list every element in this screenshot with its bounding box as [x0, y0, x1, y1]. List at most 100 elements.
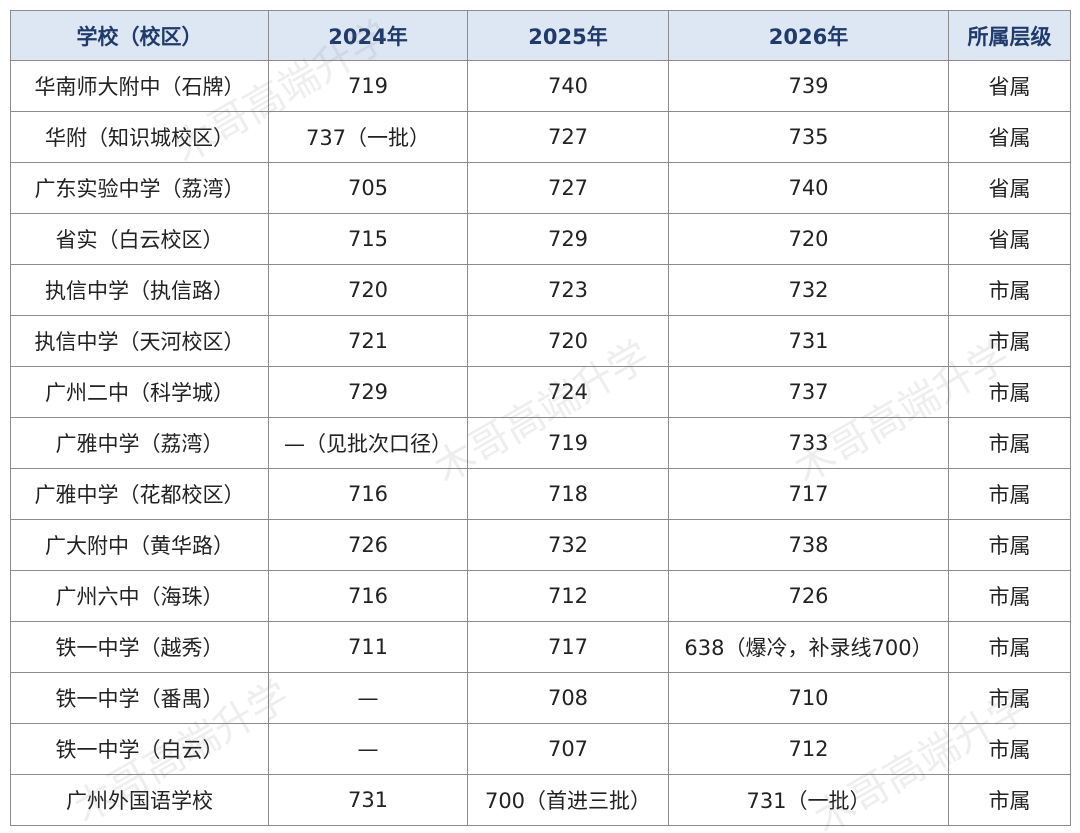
table-row: 广州二中（科学城） 729 724 737 市属: [10, 366, 1071, 418]
table-row: 执信中学（天河校区） 721 720 731 市属: [10, 315, 1071, 367]
table-row: 执信中学（执信路） 720 723 732 市属: [10, 264, 1071, 316]
table-cell: 732: [668, 264, 949, 316]
table-row: 广州外国语学校 731 700（首进三批） 731（一批） 市属: [10, 774, 1071, 826]
table-cell: 739: [668, 60, 949, 112]
header-cell: 学校（校区）: [10, 10, 269, 61]
table-cell: 719: [268, 60, 468, 112]
table-cell: 731: [268, 774, 468, 826]
table-cell: 721: [268, 315, 468, 367]
table-cell: 720: [268, 264, 468, 316]
table-cell: 719: [467, 417, 669, 469]
table-cell: 省实（白云校区）: [10, 213, 269, 265]
table-cell: 731: [668, 315, 949, 367]
table-cell: 铁一中学（越秀）: [10, 621, 269, 673]
table-cell: 723: [467, 264, 669, 316]
table-cell: 718: [467, 468, 669, 520]
header-cell: 所属层级: [948, 10, 1071, 61]
table-cell: 727: [467, 111, 669, 163]
table-cell: 740: [467, 60, 669, 112]
table-cell: 省属: [948, 213, 1071, 265]
table-row: 华附（知识城校区） 737（一批） 727 735 省属: [10, 111, 1071, 163]
table-cell: 市属: [948, 264, 1071, 316]
table-cell: 726: [668, 570, 949, 622]
table-cell: 执信中学（执信路）: [10, 264, 269, 316]
table-cell: 726: [268, 519, 468, 571]
table-cell: 716: [268, 570, 468, 622]
table-cell: 729: [467, 213, 669, 265]
table-cell: 737: [668, 366, 949, 418]
table-cell: 市属: [948, 417, 1071, 469]
header-cell: 2025年: [467, 10, 669, 61]
table-row: 广大附中（黄华路） 726 732 738 市属: [10, 519, 1071, 571]
table-row: 铁一中学（白云） —707 712 市属: [10, 723, 1071, 775]
table-cell: 广州外国语学校: [10, 774, 269, 826]
table-row: 铁一中学（越秀） 711 717 638（爆冷，补录线700） 市属: [10, 621, 1071, 673]
table-cell: 717: [467, 621, 669, 673]
table-cell: 731（一批）: [668, 774, 949, 826]
table-cell: 707: [467, 723, 669, 775]
table-cell: —（见批次口径）: [268, 417, 468, 469]
table-cell: 733: [668, 417, 949, 469]
table-cell: 712: [467, 570, 669, 622]
table-cell: 710: [668, 672, 949, 724]
table-cell: 727: [467, 162, 669, 214]
table-cell: 广大附中（黄华路）: [10, 519, 269, 571]
table-cell: 732: [467, 519, 669, 571]
table-row: 广东实验中学（荔湾） 705 727 740 省属: [10, 162, 1071, 214]
table-cell: 737（一批）: [268, 111, 468, 163]
table-cell: 市属: [948, 468, 1071, 520]
table-cell: 市属: [948, 672, 1071, 724]
table-cell: 708: [467, 672, 669, 724]
table-cell: 720: [668, 213, 949, 265]
table-cell: 720: [467, 315, 669, 367]
header-row: 学校（校区） 2024年 2025年 2026年 所属层级: [10, 10, 1071, 61]
table-cell: 716: [268, 468, 468, 520]
table-cell: 705: [268, 162, 468, 214]
table-cell: 712: [668, 723, 949, 775]
header-cell: 2026年: [668, 10, 949, 61]
table-cell: 广雅中学（荔湾）: [10, 417, 269, 469]
table-cell: 华附（知识城校区）: [10, 111, 269, 163]
table-cell: 740: [668, 162, 949, 214]
table-cell: 735: [668, 111, 949, 163]
table-cell: —: [268, 723, 468, 775]
table-row: 广雅中学（花都校区） 716 718 717 市属: [10, 468, 1071, 520]
table-cell: 715: [268, 213, 468, 265]
table-row: 铁一中学（番禺） —708 710 市属: [10, 672, 1071, 724]
table-cell: 724: [467, 366, 669, 418]
table-cell: 省属: [948, 60, 1071, 112]
table-cell: 市属: [948, 315, 1071, 367]
table-cell: 广东实验中学（荔湾）: [10, 162, 269, 214]
table-cell: 省属: [948, 111, 1071, 163]
table-cell: 638（爆冷，补录线700）: [668, 621, 949, 673]
table-cell: 市属: [948, 723, 1071, 775]
table-cell: 市属: [948, 519, 1071, 571]
table-cell: 711: [268, 621, 468, 673]
table-cell: 717: [668, 468, 949, 520]
table-cell: 省属: [948, 162, 1071, 214]
table-cell: 华南师大附中（石牌）: [10, 60, 269, 112]
table-cell: 700（首进三批）: [467, 774, 669, 826]
table-cell: 市属: [948, 366, 1071, 418]
table-cell: 市属: [948, 621, 1071, 673]
table-cell: 执信中学（天河校区）: [10, 315, 269, 367]
table-cell: 738: [668, 519, 949, 571]
table-cell: 铁一中学（白云）: [10, 723, 269, 775]
table-row: 省实（白云校区） 715 729 720 省属: [10, 213, 1071, 265]
table-cell: 广雅中学（花都校区）: [10, 468, 269, 520]
header-cell: 2024年: [268, 10, 468, 61]
table-row: 华南师大附中（石牌） 719 740 739 省属: [10, 60, 1071, 112]
table-row: 广雅中学（荔湾） —（见批次口径） 719 733 市属: [10, 417, 1071, 469]
table-cell: 广州六中（海珠）: [10, 570, 269, 622]
table-cell: —: [268, 672, 468, 724]
table-row: 广州六中（海珠） 716 712 726 市属: [10, 570, 1071, 622]
table-cell: 市属: [948, 774, 1071, 826]
table-cell: 市属: [948, 570, 1071, 622]
table-cell: 729: [268, 366, 468, 418]
table-body: 华南师大附中（石牌） 719 740 739 省属 华附（知识城校区） 737（一批） 727…: [10, 60, 1071, 826]
table-cell: 广州二中（科学城）: [10, 366, 269, 418]
score-table: 学校（校区） 2024年 2025年 2026年 所属层级 华南师大附中（石牌） 719 7…: [10, 10, 1071, 826]
table-cell: 铁一中学（番禺）: [10, 672, 269, 724]
